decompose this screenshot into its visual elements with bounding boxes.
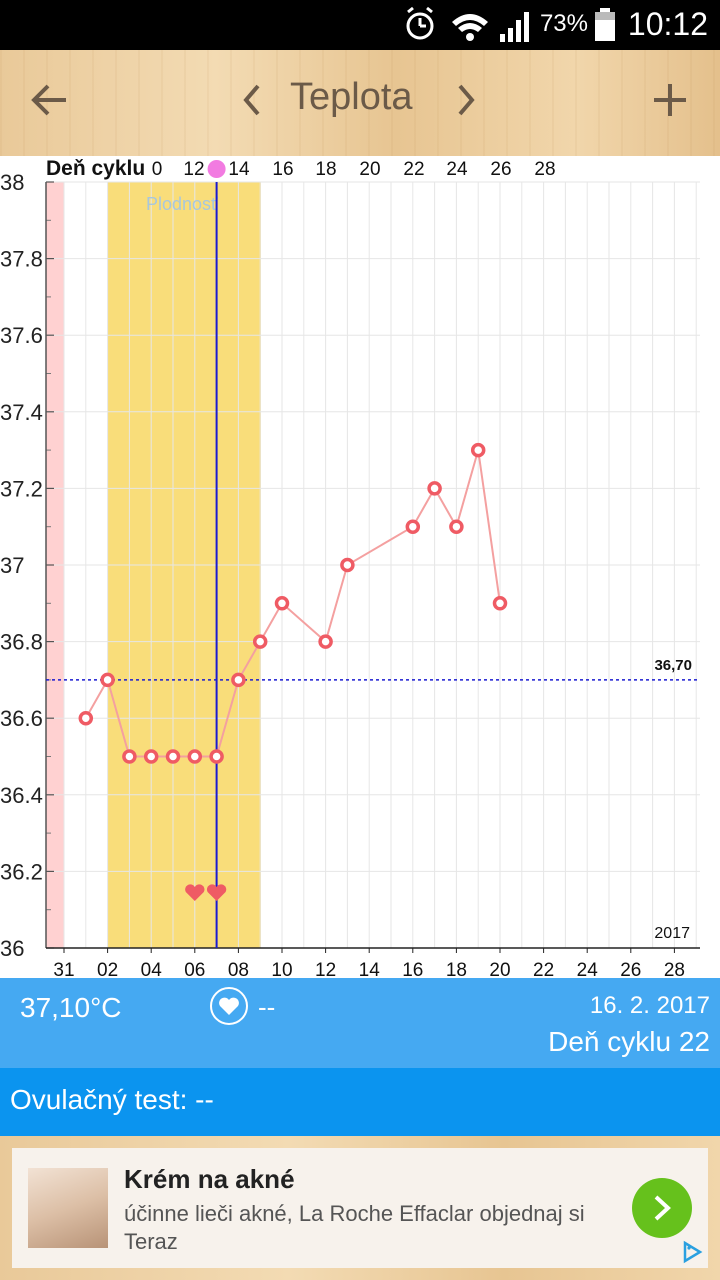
temperature-point[interactable] xyxy=(100,672,115,688)
x-tick-label: 12 xyxy=(315,960,336,978)
temperature-point[interactable] xyxy=(405,519,421,534)
ad-title: Krém na akné xyxy=(124,1164,295,1194)
x-tick-label: 06 xyxy=(184,960,205,978)
day-info-panel[interactable]: 37,10°C -- 16. 2. 2017 Deň cyklu 22 xyxy=(0,978,720,1068)
clock: 10:12 xyxy=(627,6,708,42)
top-tick-label: 14 xyxy=(228,159,250,180)
x-tick-label: 20 xyxy=(489,960,510,978)
x-tick-label: 18 xyxy=(446,960,467,978)
x-tick-label: 31 xyxy=(53,960,74,978)
battery-percent: 73% xyxy=(539,10,588,37)
y-tick-label: 36.2 xyxy=(0,859,43,884)
temperature-point[interactable] xyxy=(122,749,137,764)
x-tick-label: 14 xyxy=(359,960,381,978)
x-tick-label: 10 xyxy=(271,960,292,978)
top-tick-label: 16 xyxy=(272,159,293,180)
top-tick-label: 28 xyxy=(534,159,555,180)
temperature-point[interactable] xyxy=(449,519,464,534)
ovulation-test-row[interactable]: Ovulačný test: -- xyxy=(0,1068,720,1136)
temperature-point[interactable] xyxy=(231,672,246,688)
top-tick-label: 20 xyxy=(359,159,380,180)
adchoices-icon[interactable] xyxy=(680,1240,704,1264)
page-title: Teplota xyxy=(290,76,413,118)
chevron-right-icon xyxy=(458,84,475,116)
x-tick-label: 26 xyxy=(620,960,641,978)
alarm-icon xyxy=(406,6,434,40)
top-tick-label: 0 xyxy=(152,159,163,180)
wifi-icon xyxy=(452,14,488,41)
ad-image xyxy=(28,1168,108,1248)
fertility-label: Plodnosť xyxy=(146,194,218,214)
ovulation-test-label: Ovulačný test: -- xyxy=(10,1084,214,1115)
y-tick-label: 36.4 xyxy=(0,783,43,808)
next-button[interactable] xyxy=(446,70,486,130)
arrow-left-icon xyxy=(31,84,66,116)
chart-svg[interactable]: 38 37.8 37.6 37.4 37.2 37 36.8 36.6 36.4 36.2 36 De… xyxy=(0,156,720,981)
temperature-point[interactable] xyxy=(165,749,181,764)
temperature-point[interactable] xyxy=(340,557,355,573)
x-tick-label: 08 xyxy=(228,960,249,978)
intercourse-indicator xyxy=(210,987,248,1025)
intercourse-value: -- xyxy=(258,992,276,1022)
y-tick-label: 36 xyxy=(0,936,24,961)
ad-description: účinne lieči akné, La Roche Effaclar obj… xyxy=(124,1201,585,1254)
ovulation-marker xyxy=(207,160,226,178)
status-bar: 73% 10:12 xyxy=(0,0,720,50)
y-tick-label: 37.2 xyxy=(0,476,43,501)
y-tick-label: 36.8 xyxy=(0,630,43,655)
temperature-point[interactable] xyxy=(274,596,290,611)
x-tick-label: 24 xyxy=(577,960,599,978)
year-label: 2017 xyxy=(654,925,690,942)
y-tick-label: 37.4 xyxy=(0,400,43,425)
x-tick-label: 22 xyxy=(533,960,554,978)
temperature-value: 37,10°C xyxy=(20,992,122,1023)
temperature-point[interactable] xyxy=(252,634,268,649)
intercourse-heart-icon xyxy=(206,884,227,901)
temperature-point[interactable] xyxy=(187,749,203,764)
ad-banner[interactable]: Krém na akné účinne lieči akné, La Roche… xyxy=(12,1148,708,1268)
battery-icon xyxy=(595,8,615,41)
plus-icon xyxy=(654,84,686,116)
heart-icon xyxy=(219,997,239,1015)
chevron-right-icon xyxy=(654,1195,671,1221)
temperature-point[interactable] xyxy=(470,442,486,458)
y-tick-label: 37.8 xyxy=(0,247,43,272)
status-icons xyxy=(406,6,529,42)
temperature-point[interactable] xyxy=(492,596,508,611)
x-tick-label: 28 xyxy=(664,960,685,978)
ad-area: Krém na akné účinne lieči akné, La Roche… xyxy=(0,1136,720,1280)
ad-open-button[interactable] xyxy=(632,1178,692,1238)
toolbar: Teplota xyxy=(0,50,720,156)
intercourse-heart-icon xyxy=(185,884,205,901)
prev-button[interactable] xyxy=(232,70,272,130)
coverline-label: 36,70 xyxy=(654,657,692,674)
temperature-point[interactable] xyxy=(427,481,442,496)
top-tick-label: 26 xyxy=(490,159,511,180)
top-tick-label: 18 xyxy=(315,159,336,180)
top-tick-label: 12 xyxy=(183,159,204,180)
chevron-left-icon xyxy=(243,84,260,116)
back-button[interactable] xyxy=(20,70,80,130)
top-tick-label: 22 xyxy=(403,159,424,180)
cycle-day-label: Deň cyklu 22 xyxy=(548,1026,710,1057)
temperature-point[interactable] xyxy=(143,749,159,764)
temperature-chart[interactable]: 38 37.8 37.6 37.4 37.2 37 36.8 36.6 36.4 36.2 36 De… xyxy=(0,156,720,981)
temperature-point[interactable] xyxy=(318,634,333,649)
y-tick-label: 38 xyxy=(0,170,24,195)
y-tick-label: 37 xyxy=(0,553,24,578)
top-tick-label: 24 xyxy=(446,159,468,180)
signal-icon xyxy=(500,12,529,42)
y-tick-label: 37.6 xyxy=(0,323,43,348)
temperature-point[interactable] xyxy=(209,749,224,764)
top-axis-label: Deň cyklu xyxy=(46,157,145,180)
add-button[interactable] xyxy=(640,70,700,130)
x-tick-label: 04 xyxy=(141,960,163,978)
temperature-point[interactable] xyxy=(78,710,94,726)
selected-date: 16. 2. 2017 xyxy=(589,992,710,1019)
x-tick-label: 02 xyxy=(97,960,118,978)
y-tick-label: 36.6 xyxy=(0,706,43,731)
x-tick-label: 16 xyxy=(402,960,423,978)
